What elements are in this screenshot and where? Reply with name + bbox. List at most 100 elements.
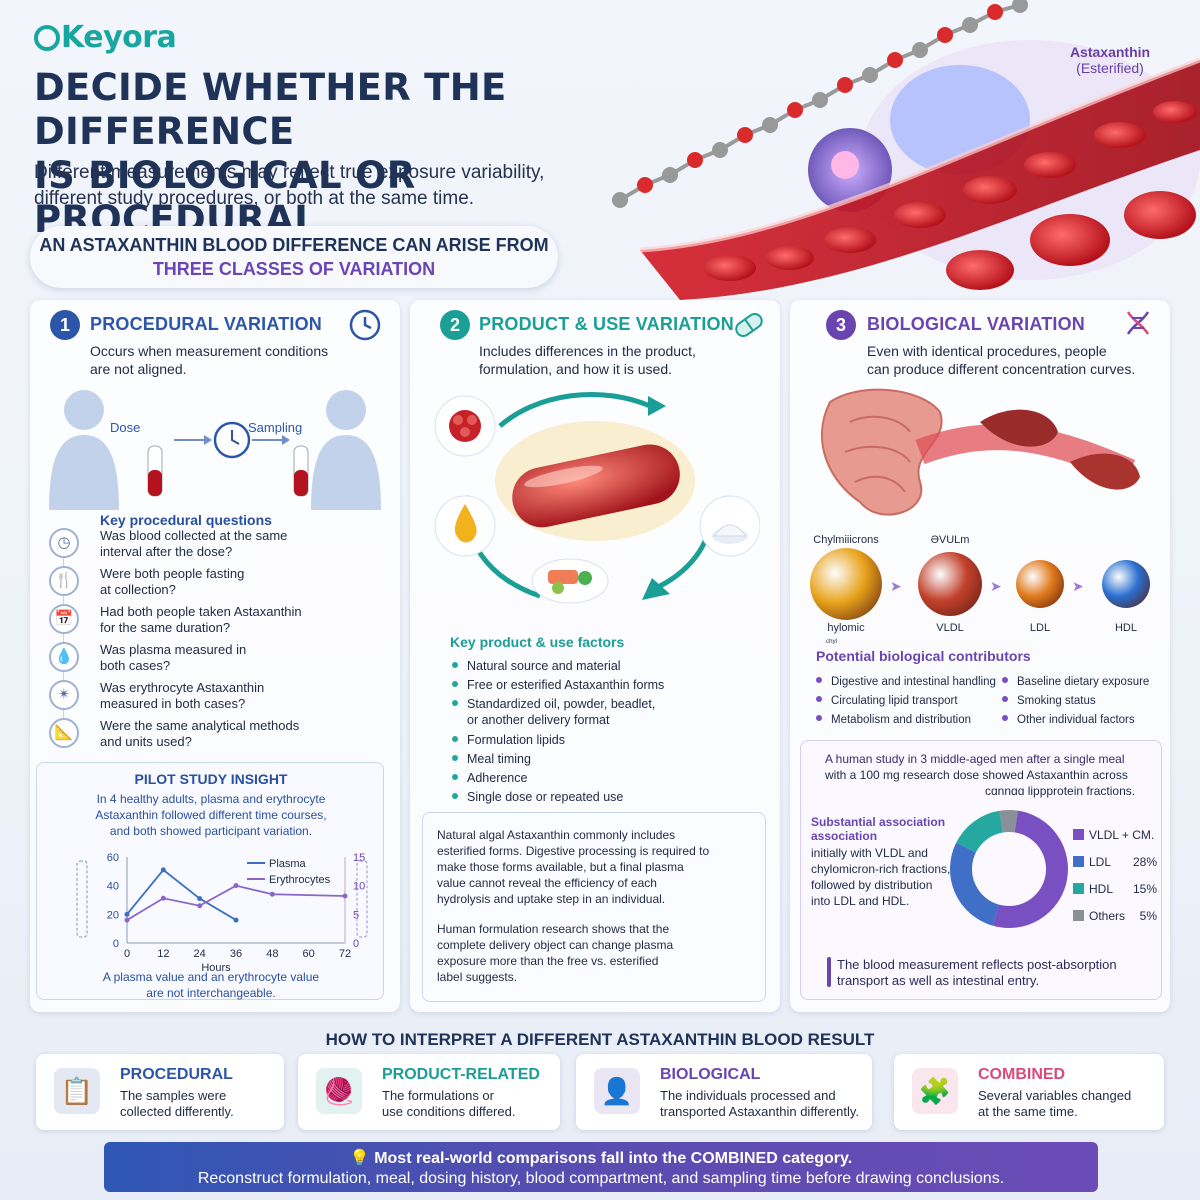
biological-contributor: Baseline dietary exposure — [1002, 674, 1149, 690]
utensils-icon: 🍴 — [49, 566, 79, 596]
blood-vessel-molecule-illustration — [612, 0, 1200, 300]
calendar-icon: 📅 — [49, 604, 79, 634]
study-text: A human study in 3 middle-aged men after… — [825, 752, 1136, 798]
association-title: Substantial association association — [811, 815, 946, 843]
pilot-study-note: A plasma value and an erythrocyte value a… — [102, 970, 320, 1000]
y-left-tick-label: 40 — [107, 881, 119, 893]
biological-contributor: Smoking status — [1002, 693, 1096, 709]
card-text: COMBINED Several variables changed at the … — [978, 1066, 1131, 1120]
bullet-dot — [1002, 677, 1008, 683]
legend-label: Others — [1089, 909, 1126, 923]
card-title: BIOLOGICAL — [660, 1066, 761, 1083]
data-point — [124, 911, 130, 917]
particle-label: VLDL — [936, 622, 964, 634]
puzzle-icon: 🧩 — [912, 1068, 958, 1114]
biological-variation-column: 3 BIOLOGICAL VARIATION Even with identic… — [790, 300, 1170, 1012]
pilot-study-chart: 0 12 24 36 48 60 720204060051015HoursPlasmaEry… — [76, 852, 368, 971]
procedural-question: Was plasma measured in both cases? — [100, 642, 247, 673]
procedural-question: Had both people taken Astaxanthin for the… — [100, 604, 302, 635]
lightbulb-icon: 💡 — [349, 1150, 375, 1167]
section-description: Even with identical procedures, people ca… — [867, 343, 1136, 377]
procedural-question: Was erythrocyte Astaxanthin measured in b… — [100, 680, 265, 711]
droplet-icon: 💧 — [49, 642, 79, 672]
legend-percent: 15% — [1132, 882, 1157, 896]
formulation-research-note: Human formulation research shows that th… — [437, 922, 674, 984]
footer-line1: 💡 Most real-world comparisons fall into … — [349, 1150, 853, 1167]
data-point — [160, 867, 166, 873]
product-factor: Single dose or repeated use — [452, 789, 762, 805]
particle-label: HDL — [1114, 622, 1137, 634]
product-factor: Meal timing — [452, 751, 762, 767]
card-title: COMBINED — [978, 1066, 1066, 1083]
bullet-dot — [452, 700, 458, 706]
bullet-dot — [452, 681, 458, 687]
data-point — [197, 896, 203, 902]
legend-label: Erythrocytes — [269, 874, 331, 886]
bullet-dot — [452, 662, 458, 668]
molecule-label: Astaxanthin (Esterified) — [1069, 44, 1151, 76]
arrow-icon: ➤ — [990, 578, 1002, 594]
logo-key-icon — [34, 25, 60, 51]
legend-label: LDL — [1089, 855, 1112, 869]
y-left-tick-label: 20 — [107, 909, 119, 921]
interpret-card-combined: 🧩 COMBINED Several variables changed at the… — [894, 1054, 1164, 1130]
pilot-study-panel: PILOT STUDY INSIGHT In 4 healthy adults,… — [36, 762, 384, 1000]
legend-percent: 5% — [1139, 909, 1157, 923]
bullet-dot — [452, 793, 458, 799]
donut-slice — [999, 810, 1018, 833]
x-tick-label: 72 — [339, 948, 351, 960]
x-tick-label: 36 — [230, 948, 242, 960]
erythrocyte-tube-icon — [356, 860, 368, 938]
association-text: initially with VLDL and chylomicron-rich … — [811, 846, 951, 908]
product-factor: Natural source and material — [452, 658, 762, 674]
data-point — [342, 893, 348, 899]
card-text: PROCEDURAL The samples were collected diff… — [120, 1066, 234, 1120]
section-title: BIOLOGICAL VARIATION — [867, 314, 1085, 334]
data-point — [233, 883, 239, 889]
card-text: BIOLOGICAL The individuals processed and t… — [660, 1066, 859, 1120]
bullet-dot — [816, 715, 822, 721]
product-factor: Free or esterified Astaxanthin forms — [452, 677, 762, 693]
interpret-card-procedural: 📋 PROCEDURAL The samples were collected dif… — [36, 1054, 284, 1130]
dna-icon — [1126, 311, 1150, 335]
lab-method-icon: 📐 — [49, 718, 79, 748]
data-point — [233, 917, 239, 923]
pilot-study-text: In 4 healthy adults, plasma and erythroc… — [95, 792, 327, 838]
keyora-logo: Keyora — [34, 20, 177, 55]
page-subtitle: Different measurements may reflect true … — [34, 162, 545, 209]
x-tick-label: 12 — [157, 948, 169, 960]
y-right-tick-label: 5 — [353, 909, 359, 921]
bullet-dot — [452, 755, 458, 761]
factors-title: Key product & use factors — [450, 634, 625, 650]
product-factor: Standardized oil, powder, beadlet, or ano… — [452, 696, 762, 728]
variation-classes-banner: AN ASTAXANTHIN BLOOD DIFFERENCE CAN ARIS… — [30, 226, 558, 288]
x-tick-label: 48 — [266, 948, 278, 960]
card-description: The individuals processed and transported… — [660, 1088, 859, 1119]
card-description: The formulations or use conditions differ… — [382, 1088, 516, 1119]
y-right-tick-label: 10 — [353, 881, 365, 893]
data-point — [269, 891, 275, 897]
bullet-dot — [1002, 696, 1008, 702]
biological-contributor: Digestive and intestinal handling — [816, 674, 996, 690]
clipboard-icon: 📋 — [54, 1068, 100, 1114]
data-point — [197, 903, 203, 909]
x-tick-label: 24 — [194, 948, 206, 960]
card-text: PRODUCT-RELATED The formulations or use co… — [382, 1066, 540, 1120]
bullet-dot — [816, 677, 822, 683]
product-use-variation-column: 2 PRODUCT & USE VARIATION Includes diffe… — [410, 300, 780, 1012]
page-title: DECIDE WHETHER THE DIFFERENCE IS BIOLOGI… — [34, 66, 507, 241]
x-tick-label: 0 — [124, 948, 130, 960]
clock-icon: ◷ — [49, 528, 79, 558]
procedural-question: Were the same analytical methods and unit… — [100, 718, 300, 749]
contributors-title: Potential biological contributors — [816, 648, 1031, 664]
section-title: PRODUCT & USE VARIATION — [479, 314, 734, 334]
footer-line2: Reconstruct formulation, meal, dosing hi… — [197, 1170, 1005, 1187]
conclusion-text: The blood measurement reflects post-abso… — [837, 957, 1117, 988]
procedural-question: Was blood collected at the same interval … — [100, 528, 288, 559]
bottle-icon: 🧶 — [316, 1068, 362, 1114]
lipoprotein-donut-chart — [950, 810, 1068, 928]
bullet-dot — [816, 696, 822, 702]
y-right-tick-label: 15 — [353, 852, 365, 864]
sampling-label: Sampling — [248, 420, 303, 435]
cell-icon: ✴ — [49, 680, 79, 710]
